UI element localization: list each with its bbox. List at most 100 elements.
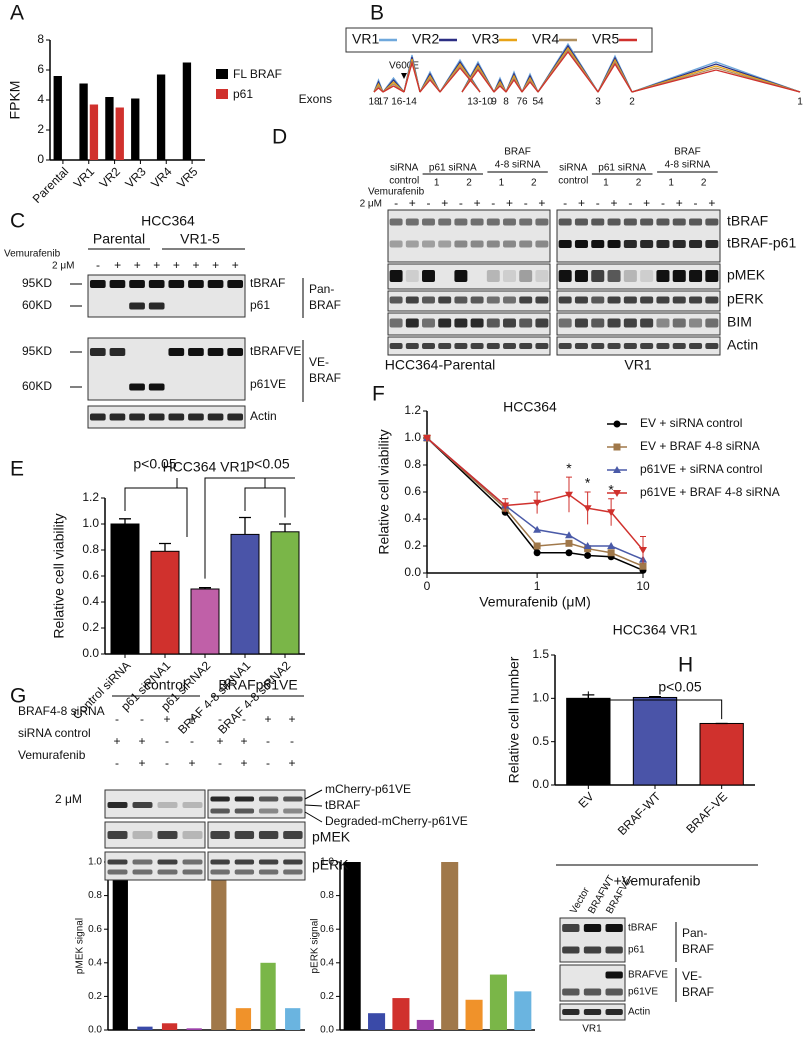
y-tick-label: 0.8	[88, 890, 102, 901]
band	[562, 988, 580, 996]
band	[535, 240, 549, 248]
band	[405, 343, 419, 349]
band	[519, 270, 533, 282]
band-label: p61	[250, 298, 270, 312]
marker	[607, 509, 616, 517]
bar	[131, 98, 140, 160]
y-axis-label: pERK signal	[310, 918, 321, 973]
band	[574, 270, 588, 282]
band	[591, 296, 605, 304]
sign: +	[163, 712, 170, 726]
band	[607, 240, 621, 248]
blot	[387, 263, 551, 290]
band	[689, 343, 703, 349]
error-bar	[119, 518, 131, 524]
sign: +	[153, 258, 160, 272]
bar	[161, 1023, 178, 1030]
panel-letter: H	[678, 654, 693, 677]
sign: +	[676, 196, 683, 210]
band	[574, 296, 588, 304]
bar	[270, 531, 300, 655]
bar	[392, 998, 410, 1030]
exon-label: 17	[377, 97, 389, 108]
band-label: Degraded-mCherry-p61VE	[325, 814, 468, 828]
band-label: pERK	[312, 857, 349, 873]
exon-label: 3	[595, 97, 601, 108]
band	[422, 318, 435, 328]
y-tick-label: 1.5	[532, 647, 549, 661]
sign: +	[232, 258, 239, 272]
sign: -	[596, 196, 600, 210]
bar	[182, 62, 192, 160]
sign: -	[218, 756, 222, 770]
panel-letter: C	[10, 210, 25, 233]
error-bar	[159, 542, 171, 552]
y-tick-label: 0.4	[82, 594, 99, 608]
band	[258, 808, 279, 814]
band	[640, 343, 654, 349]
band	[623, 240, 637, 248]
header: 1	[668, 178, 674, 189]
band	[389, 218, 403, 226]
band	[503, 240, 516, 248]
band	[405, 296, 419, 304]
treatment-label: Vemurafenib	[4, 249, 61, 260]
band	[672, 218, 686, 226]
header: p61 siRNA	[429, 163, 477, 174]
band	[689, 218, 703, 226]
exon-label: 54	[532, 97, 544, 108]
marker	[565, 539, 573, 547]
marker	[564, 491, 573, 499]
significance-mark: *	[566, 460, 572, 476]
band	[132, 831, 153, 839]
legend-label: VR3	[472, 31, 499, 47]
band	[605, 971, 623, 979]
blot	[559, 964, 626, 1002]
y-tick-label: 0.6	[82, 568, 99, 582]
bar	[632, 696, 678, 786]
treatment-label: Vemurafenib	[368, 187, 425, 198]
band	[157, 869, 178, 875]
sign: -	[628, 196, 632, 210]
band	[234, 869, 255, 875]
chart-title: HCC364 VR1	[613, 622, 698, 638]
band	[157, 859, 178, 865]
sign: +	[216, 734, 223, 748]
marker	[613, 443, 621, 451]
band	[454, 343, 468, 349]
band	[188, 413, 204, 421]
band	[605, 1009, 623, 1015]
sign: +	[192, 258, 199, 272]
bar	[699, 722, 744, 786]
band	[470, 218, 484, 226]
band	[574, 343, 588, 349]
sign: -	[115, 712, 119, 726]
y-axis-label: Relative cell number	[506, 656, 522, 783]
exon-label: 2	[629, 97, 635, 108]
sign: +	[240, 734, 247, 748]
header: 2	[701, 178, 707, 189]
marker	[583, 542, 592, 549]
band	[689, 270, 703, 282]
marker	[533, 542, 541, 550]
band	[283, 808, 303, 814]
band	[234, 808, 255, 814]
band-label: pERK	[727, 291, 764, 307]
x-tick-label: 10	[636, 579, 650, 593]
band	[210, 869, 230, 875]
band	[89, 413, 106, 421]
band	[607, 296, 621, 304]
splice-arc	[382, 85, 405, 93]
band-label: tBRAF	[325, 798, 360, 812]
band	[558, 218, 572, 226]
significance-bracket	[587, 691, 723, 720]
y-axis-label: pMEK signal	[75, 918, 86, 974]
band	[705, 240, 719, 248]
band	[129, 413, 145, 421]
band	[182, 831, 203, 839]
bar	[260, 962, 276, 1030]
blot	[87, 337, 246, 401]
marker	[533, 549, 541, 557]
header: 2	[636, 178, 642, 189]
y-tick-label: 0.4	[88, 957, 102, 968]
